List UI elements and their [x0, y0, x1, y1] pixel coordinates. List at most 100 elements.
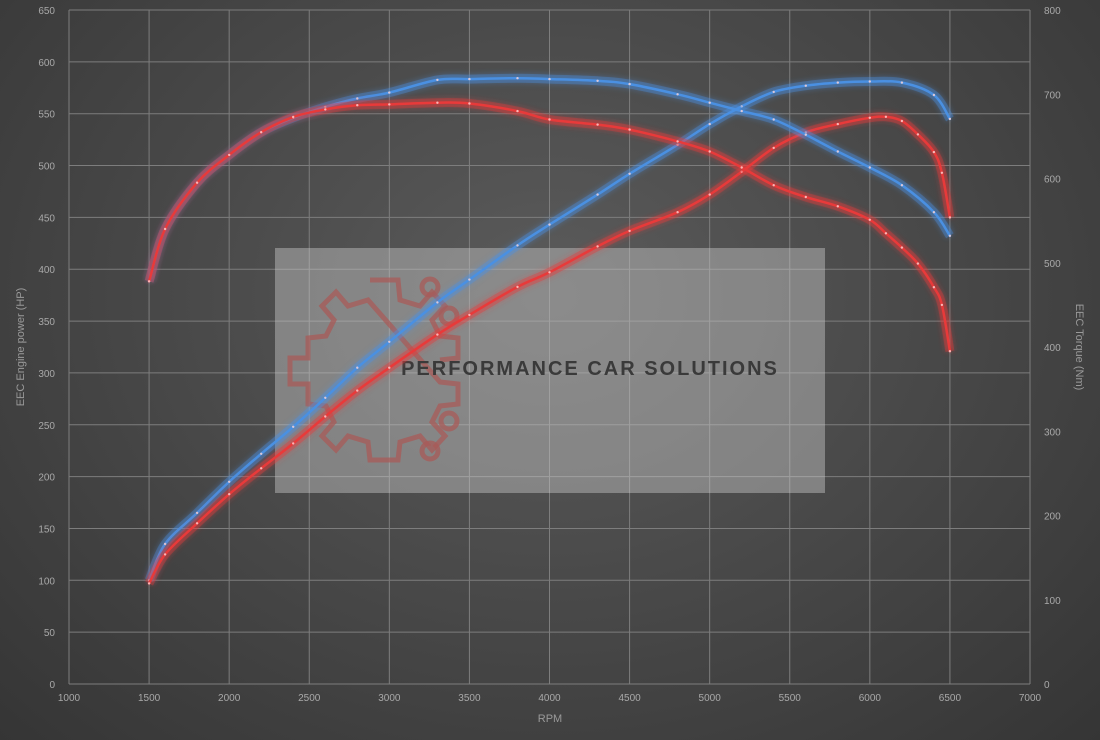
data-point: [932, 150, 936, 154]
data-point: [676, 140, 679, 143]
series-line-4: [144, 97, 955, 353]
data-point: [163, 542, 167, 546]
left-tick-label: 100: [38, 576, 55, 587]
data-point: [548, 223, 551, 226]
data-point: [940, 171, 944, 174]
x-tick-label: 6000: [859, 693, 882, 704]
left-tick-label: 500: [38, 162, 55, 173]
data-point: [468, 278, 471, 281]
data-point: [163, 227, 167, 231]
data-point: [948, 350, 952, 353]
data-point: [708, 101, 711, 104]
data-point: [596, 123, 599, 126]
x-tick-label: 3000: [378, 693, 401, 704]
data-point: [324, 108, 327, 111]
data-point: [292, 115, 295, 119]
data-point: [468, 77, 471, 81]
data-point: [195, 511, 199, 515]
data-point: [468, 102, 471, 105]
data-point: [628, 128, 631, 131]
data-point: [740, 109, 743, 113]
data-point: [548, 271, 551, 274]
data-point: [228, 153, 231, 157]
data-point: [884, 232, 888, 235]
x-axis-label: RPM: [538, 713, 562, 725]
data-point: [708, 122, 711, 126]
data-point: [948, 234, 952, 237]
data-point: [804, 195, 807, 199]
data-point: [356, 366, 359, 369]
data-point: [195, 522, 199, 525]
data-point: [772, 90, 775, 94]
data-point: [548, 77, 551, 81]
data-point: [804, 133, 807, 136]
data-point: [292, 425, 295, 428]
data-point: [868, 80, 871, 83]
x-tick-label: 1500: [138, 693, 161, 704]
data-point: [836, 150, 839, 153]
x-tick-label: 5000: [699, 693, 722, 704]
right-axis-label: EEC Torque (Nm): [1073, 304, 1085, 391]
data-point: [868, 166, 871, 169]
series-stroke: [147, 101, 952, 353]
data-point: [900, 119, 904, 123]
data-point: [163, 553, 167, 556]
right-tick-label: 0: [1044, 680, 1050, 691]
data-point: [356, 104, 359, 107]
data-point: [948, 216, 952, 219]
data-point: [676, 93, 679, 96]
data-point: [708, 193, 711, 196]
x-tick-label: 1000: [58, 693, 81, 704]
left-tick-label: 600: [38, 58, 55, 69]
data-point: [516, 109, 519, 113]
data-point: [596, 245, 599, 248]
data-point: [628, 172, 631, 175]
x-tick-label: 4500: [618, 693, 641, 704]
series-layer: [144, 73, 955, 586]
right-tick-label: 500: [1044, 259, 1061, 270]
x-tick-label: 2500: [298, 693, 321, 704]
right-tick-label: 600: [1044, 175, 1061, 186]
data-point: [900, 81, 904, 84]
gear-logo-icon: [287, 276, 461, 463]
data-point: [836, 205, 839, 208]
data-point: [324, 396, 327, 399]
data-point: [388, 91, 391, 94]
left-tick-label: 250: [38, 421, 55, 432]
right-tick-label: 100: [1044, 596, 1061, 607]
data-point: [516, 285, 519, 289]
data-point: [836, 81, 839, 84]
data-point: [772, 184, 775, 187]
left-tick-label: 650: [38, 6, 55, 17]
x-tick-label: 5500: [779, 693, 802, 704]
left-tick-label: 0: [49, 680, 55, 691]
data-point: [708, 150, 711, 153]
data-point: [516, 244, 519, 247]
data-point: [940, 303, 944, 307]
data-point: [388, 340, 391, 343]
x-tick-label: 6500: [939, 693, 962, 704]
right-tick-label: 300: [1044, 427, 1061, 438]
watermark-brand-text: PERFORMANCE CAR SOLUTIONS: [401, 358, 779, 380]
x-tick-label: 3500: [458, 693, 481, 704]
data-point: [836, 122, 839, 126]
data-point: [772, 118, 775, 121]
data-point: [676, 211, 679, 214]
data-point: [900, 184, 904, 187]
data-point: [147, 280, 151, 283]
right-tick-label: 800: [1044, 6, 1061, 17]
x-tick-label: 4000: [538, 693, 561, 704]
data-point: [468, 313, 471, 317]
data-point: [900, 246, 904, 249]
right-tick-label: 200: [1044, 512, 1061, 523]
x-tick-label: 2000: [218, 693, 241, 704]
watermark: PERFORMANCE CAR SOLUTIONS: [275, 248, 825, 493]
data-point: [260, 452, 263, 455]
series-line-2: [145, 112, 955, 586]
left-tick-label: 300: [38, 369, 55, 380]
data-point: [932, 211, 936, 214]
left-tick-label: 200: [38, 473, 55, 484]
right-axis-ticks: 0 100 200 300 400 500 600 700 800: [1044, 6, 1061, 691]
data-point: [356, 97, 359, 100]
data-point: [948, 117, 952, 121]
